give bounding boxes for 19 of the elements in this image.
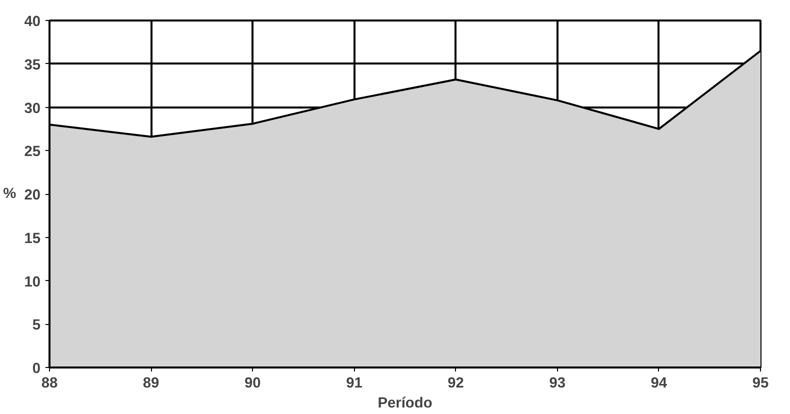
y-tick-label: 5 — [32, 318, 41, 334]
x-tick-label: 93 — [549, 376, 566, 392]
x-axis-title: Período — [378, 396, 432, 412]
y-axis-title: % — [3, 186, 16, 202]
x-tick-label: 94 — [650, 376, 668, 392]
y-tick-label: 15 — [24, 230, 41, 247]
x-tick-label: 91 — [346, 376, 362, 392]
y-tick-label: 0 — [32, 361, 41, 377]
x-tick-label: 95 — [752, 376, 769, 392]
y-tick-label: 20 — [24, 188, 41, 204]
x-tick-label: 90 — [244, 376, 261, 392]
y-tick-label: 10 — [24, 274, 41, 290]
y-tick-label: 25 — [24, 144, 41, 160]
y-tick-label: 35 — [24, 57, 41, 74]
x-tick-label: 88 — [41, 376, 58, 392]
x-tick-label: 89 — [142, 376, 160, 392]
x-tick-label: 92 — [448, 376, 464, 392]
y-tick-label: 30 — [24, 100, 41, 117]
y-tick-label: 40 — [24, 14, 41, 30]
